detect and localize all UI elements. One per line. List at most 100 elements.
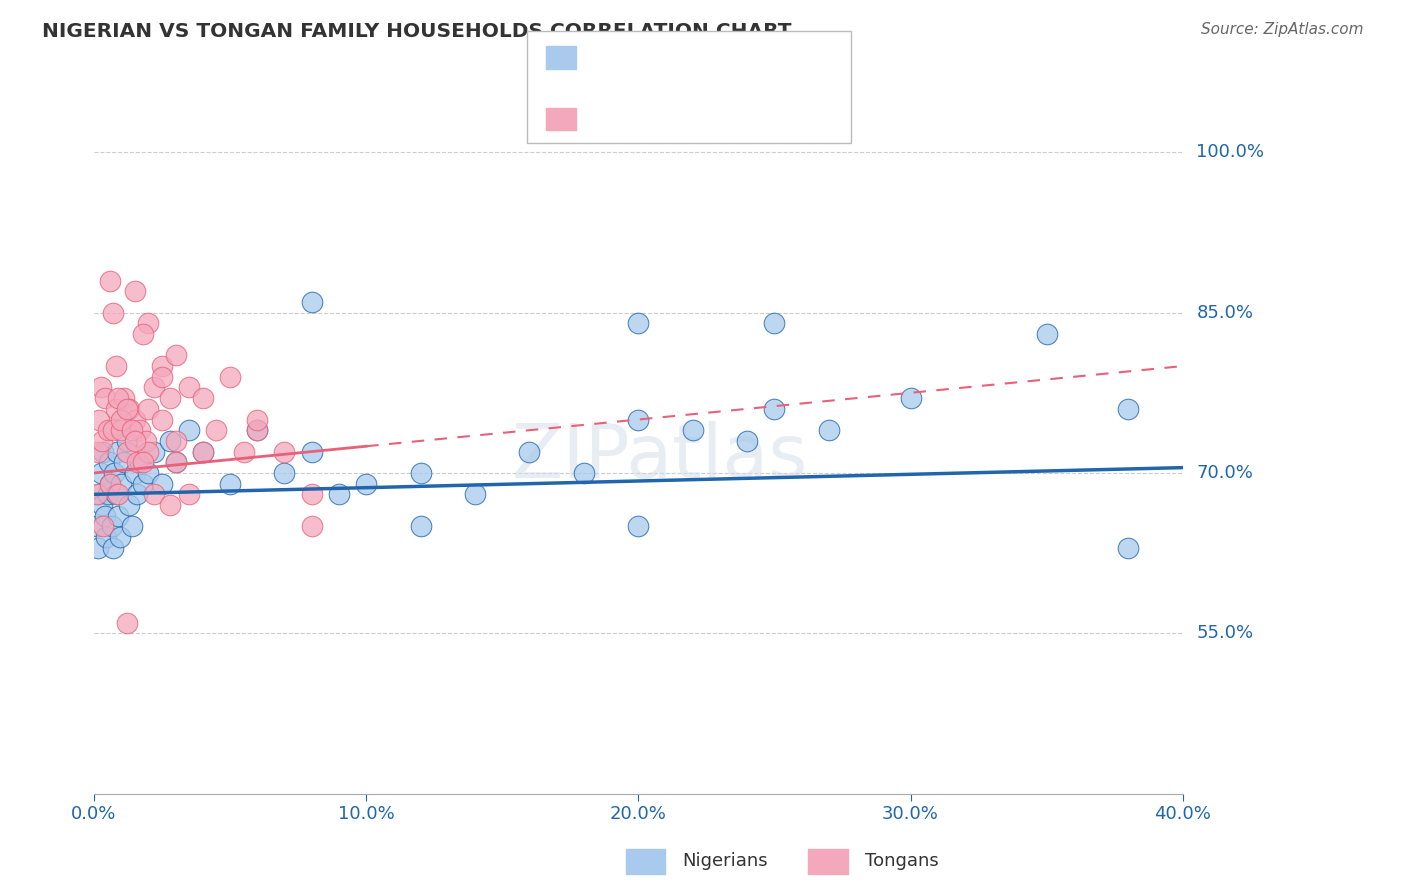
Point xyxy=(87,444,110,458)
Point xyxy=(86,519,108,533)
Point xyxy=(98,476,121,491)
Point xyxy=(1035,326,1057,341)
Point xyxy=(301,519,323,533)
Point xyxy=(519,444,541,458)
Point xyxy=(104,401,127,416)
Text: 55.0%: 55.0% xyxy=(1197,624,1254,642)
Point xyxy=(138,466,160,480)
Point xyxy=(107,391,129,405)
Point xyxy=(110,412,132,426)
Point xyxy=(89,412,111,426)
Point xyxy=(115,444,138,458)
Point xyxy=(124,285,146,299)
Point xyxy=(165,348,187,362)
Point xyxy=(219,476,242,491)
Point xyxy=(165,455,187,469)
Point xyxy=(98,274,121,288)
Point xyxy=(94,391,117,405)
Point xyxy=(150,412,173,426)
Text: 70.0%: 70.0% xyxy=(1197,464,1253,482)
Text: Tongans: Tongans xyxy=(865,852,938,870)
Point xyxy=(89,487,111,501)
Point xyxy=(91,434,114,448)
Text: 100.0%: 100.0% xyxy=(1197,144,1264,161)
Point xyxy=(115,615,138,630)
Point xyxy=(112,455,135,469)
Point xyxy=(273,466,295,480)
Point xyxy=(1118,541,1140,555)
Point xyxy=(101,305,124,319)
Point xyxy=(150,476,173,491)
Text: R = 0.063   N = 58: R = 0.063 N = 58 xyxy=(585,54,755,71)
Point xyxy=(205,423,228,437)
Point xyxy=(159,391,181,405)
Point xyxy=(101,541,124,555)
Point xyxy=(124,466,146,480)
Point xyxy=(142,444,165,458)
Point xyxy=(104,359,127,373)
Point xyxy=(763,401,786,416)
Point xyxy=(118,401,141,416)
Point xyxy=(464,487,486,501)
Point xyxy=(301,487,323,501)
Point xyxy=(121,423,143,437)
Point xyxy=(1118,401,1140,416)
Point xyxy=(96,423,118,437)
Text: ZIPatlas: ZIPatlas xyxy=(512,420,808,493)
Point xyxy=(246,412,269,426)
Point xyxy=(138,401,160,416)
Point xyxy=(94,508,117,523)
Point xyxy=(682,423,704,437)
Point xyxy=(191,391,214,405)
Point xyxy=(110,476,132,491)
Point xyxy=(818,423,841,437)
Point xyxy=(124,412,146,426)
Point xyxy=(179,423,201,437)
Point xyxy=(142,380,165,394)
Point xyxy=(150,359,173,373)
Point xyxy=(97,455,120,469)
Point xyxy=(93,519,115,533)
Point xyxy=(86,487,108,501)
Point xyxy=(104,487,127,501)
Point xyxy=(138,444,160,458)
Point xyxy=(354,476,377,491)
Point xyxy=(179,487,201,501)
Point xyxy=(118,498,141,512)
Text: Source: ZipAtlas.com: Source: ZipAtlas.com xyxy=(1201,22,1364,37)
Point xyxy=(572,466,595,480)
Point xyxy=(627,316,650,330)
Point xyxy=(246,423,269,437)
Point xyxy=(132,326,155,341)
Text: 85.0%: 85.0% xyxy=(1197,303,1254,322)
Point xyxy=(135,434,157,448)
Point xyxy=(115,401,138,416)
Point xyxy=(124,434,146,448)
Text: Nigerians: Nigerians xyxy=(682,852,768,870)
Point xyxy=(159,498,181,512)
Point xyxy=(129,423,152,437)
Point xyxy=(108,530,131,544)
Point xyxy=(763,316,786,330)
Point xyxy=(246,423,269,437)
Point xyxy=(191,444,214,458)
Text: R = 0.150   N = 57: R = 0.150 N = 57 xyxy=(585,115,755,133)
Point xyxy=(96,530,118,544)
Point xyxy=(409,519,432,533)
Point xyxy=(900,391,922,405)
Point xyxy=(91,498,114,512)
Point xyxy=(142,487,165,501)
Point xyxy=(110,423,132,437)
Point xyxy=(127,455,149,469)
Text: NIGERIAN VS TONGAN FAMILY HOUSEHOLDS CORRELATION CHART: NIGERIAN VS TONGAN FAMILY HOUSEHOLDS COR… xyxy=(42,22,792,41)
Point xyxy=(100,519,122,533)
Point xyxy=(165,455,187,469)
Point xyxy=(138,316,160,330)
Point xyxy=(98,476,121,491)
Point xyxy=(115,434,138,448)
Point xyxy=(219,369,242,384)
Point xyxy=(107,487,129,501)
Point xyxy=(191,444,214,458)
Point xyxy=(107,508,129,523)
Point xyxy=(101,423,124,437)
